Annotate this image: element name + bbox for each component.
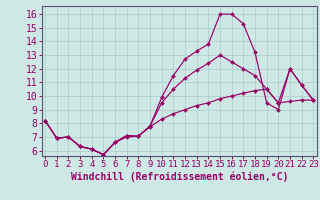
X-axis label: Windchill (Refroidissement éolien,°C): Windchill (Refroidissement éolien,°C) (70, 172, 288, 182)
